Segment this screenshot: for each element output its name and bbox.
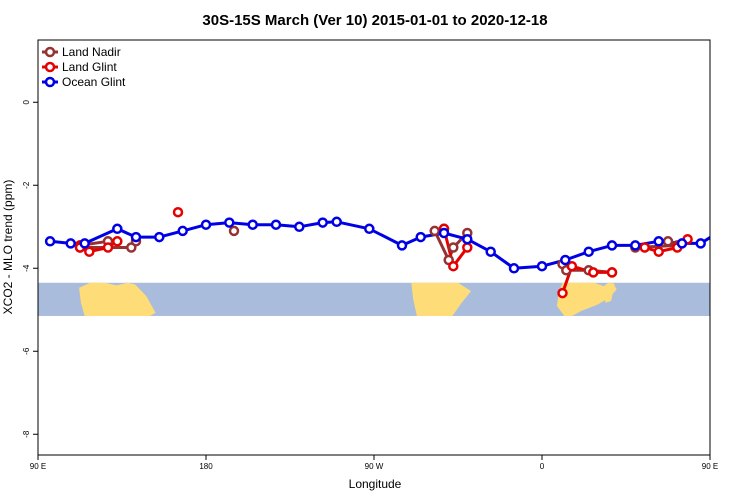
data-point-ocean-glint	[536, 260, 548, 272]
series-lines	[49, 220, 710, 294]
map-background	[38, 282, 710, 316]
land-africa	[556, 282, 617, 316]
data-point-land-glint	[588, 267, 599, 278]
data-point-land-glint	[84, 246, 95, 257]
data-point-ocean-glint	[396, 240, 408, 251]
data-point-land-glint	[606, 267, 618, 278]
data-point-ocean-glint	[676, 238, 688, 249]
legend-label: Land Glint	[62, 60, 117, 74]
legend-item-ocean-glint: Ocean Glint	[42, 75, 126, 89]
legend-swatch-marker	[44, 61, 56, 73]
data-point-ocean-glint	[560, 254, 571, 266]
x-axis-ticks: 90 E 180 90 W 0 90 E	[30, 455, 718, 471]
data-point-ocean-glint	[606, 240, 618, 251]
x-tick-label: 90 E	[30, 462, 46, 471]
x-tick-label: 90 E	[702, 462, 718, 471]
y-tick-label: -2	[22, 181, 31, 189]
data-point-land-nadir	[662, 236, 674, 247]
data-point-land-nadir	[429, 225, 440, 237]
legend: Land Nadir Land Glint Ocean Glint	[42, 45, 126, 89]
data-point-ocean-glint	[583, 246, 594, 257]
series-points	[44, 206, 742, 299]
legend-swatch-marker	[44, 76, 56, 88]
y-tick-label: -4	[22, 264, 31, 272]
chart-title: 30S-15S March (Ver 10) 2015-01-01 to 202…	[202, 12, 547, 29]
data-point-ocean-glint	[154, 231, 165, 243]
data-point-ocean-glint	[331, 216, 342, 228]
data-point-ocean-glint	[112, 223, 123, 235]
data-point-land-glint	[639, 242, 650, 253]
legend-label: Land Nadir	[62, 45, 121, 59]
data-point-ocean-glint	[653, 236, 664, 247]
y-axis-ticks: 0 -2 -4 -6 -8	[22, 99, 38, 438]
data-point-land-glint	[112, 236, 123, 247]
data-point-ocean-glint	[130, 231, 142, 243]
x-tick-label: 180	[199, 462, 213, 471]
legend-item-land-nadir: Land Nadir	[42, 45, 121, 59]
data-point-land-glint	[462, 242, 473, 253]
y-tick-label: -8	[22, 430, 31, 438]
data-point-land-glint	[566, 260, 578, 272]
y-tick-label: 0	[22, 99, 31, 104]
land-australia	[79, 282, 156, 316]
data-point-land-glint	[653, 246, 664, 257]
data-point-land-glint	[448, 260, 459, 272]
land-south-america	[411, 282, 472, 316]
data-point-ocean-glint	[177, 225, 188, 237]
data-point-land-glint	[102, 242, 114, 253]
data-point-ocean-glint	[485, 246, 496, 257]
data-point-ocean-glint	[630, 240, 641, 251]
data-point-ocean-glint	[65, 238, 76, 249]
data-point-ocean-glint	[317, 217, 328, 228]
data-point-land-nadir	[448, 242, 459, 253]
data-point-ocean-glint	[508, 263, 520, 274]
data-point-ocean-glint	[79, 238, 90, 249]
legend-swatch-marker	[44, 46, 56, 58]
data-point-ocean-glint	[695, 238, 706, 249]
data-point-ocean-glint	[438, 227, 450, 239]
data-point-land-glint	[557, 287, 568, 299]
legend-label: Ocean Glint	[62, 75, 126, 89]
data-point-ocean-glint	[720, 225, 728, 233]
x-tick-label: 0	[540, 462, 545, 471]
data-point-ocean-glint	[200, 219, 212, 230]
data-point-land-nadir	[228, 225, 240, 237]
series-line-land-glint	[561, 264, 612, 294]
data-point-ocean-glint	[364, 223, 375, 235]
data-point-land-glint	[172, 206, 184, 218]
data-point-ocean-glint	[44, 236, 56, 247]
data-point-ocean-glint	[224, 217, 235, 228]
legend-item-land-glint: Land Glint	[42, 60, 117, 74]
data-point-ocean-glint	[294, 221, 305, 233]
land-madagascar	[603, 282, 615, 303]
x-axis-label: Longitude	[349, 477, 402, 491]
data-point-ocean-glint	[270, 219, 282, 230]
data-point-ocean-glint	[734, 235, 742, 243]
y-axis-label: XCO2 - MLO trend (ppm)	[1, 180, 15, 315]
x-tick-label: 90 W	[365, 462, 384, 471]
data-point-ocean-glint	[462, 233, 473, 245]
y-tick-label: -6	[22, 347, 31, 355]
data-point-ocean-glint	[415, 231, 426, 243]
data-point-ocean-glint	[247, 219, 258, 230]
